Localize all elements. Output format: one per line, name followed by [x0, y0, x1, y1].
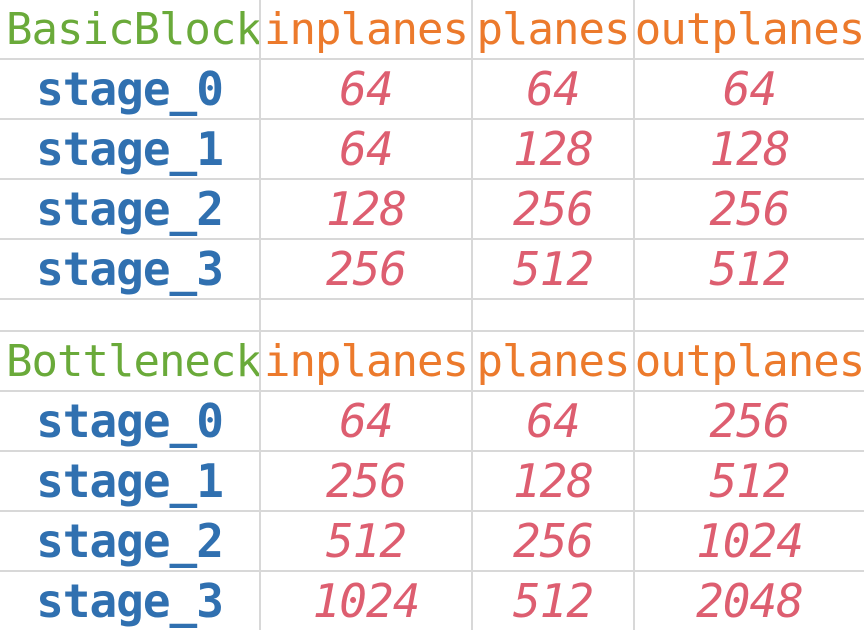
value-cell[interactable]: 128 — [473, 120, 635, 180]
stage-label[interactable]: stage_3 — [0, 572, 261, 630]
stage-label[interactable]: stage_3 — [0, 240, 261, 300]
stage-label[interactable]: stage_2 — [0, 180, 261, 240]
value-cell[interactable]: 512 — [473, 572, 635, 630]
value-cell[interactable]: 256 — [473, 512, 635, 572]
value-cell[interactable]: 512 — [473, 240, 635, 300]
value-cell[interactable]: 128 — [261, 180, 473, 240]
value-cell[interactable]: 64 — [473, 392, 635, 452]
column-header-outplanes[interactable]: outplanes — [635, 332, 864, 392]
column-header-inplanes[interactable]: inplanes — [261, 332, 473, 392]
value-cell[interactable]: 256 — [635, 180, 864, 240]
stage-label[interactable]: stage_0 — [0, 60, 261, 120]
column-header-outplanes[interactable]: outplanes — [635, 0, 864, 60]
block-type-header[interactable]: BasicBlock — [0, 0, 261, 60]
stage-label[interactable]: stage_1 — [0, 120, 261, 180]
column-header-planes[interactable]: planes — [473, 332, 635, 392]
value-cell[interactable]: 256 — [473, 180, 635, 240]
empty-cell[interactable] — [0, 300, 261, 332]
empty-cell[interactable] — [635, 300, 864, 332]
value-cell[interactable]: 64 — [261, 392, 473, 452]
value-cell[interactable]: 512 — [635, 452, 864, 512]
value-cell[interactable]: 256 — [261, 452, 473, 512]
value-cell[interactable]: 256 — [635, 392, 864, 452]
value-cell[interactable]: 64 — [473, 60, 635, 120]
value-cell[interactable]: 1024 — [635, 512, 864, 572]
value-cell[interactable]: 64 — [635, 60, 864, 120]
stage-label[interactable]: stage_2 — [0, 512, 261, 572]
value-cell[interactable]: 64 — [261, 60, 473, 120]
empty-cell[interactable] — [261, 300, 473, 332]
column-header-inplanes[interactable]: inplanes — [261, 0, 473, 60]
column-header-planes[interactable]: planes — [473, 0, 635, 60]
value-cell[interactable]: 2048 — [696, 574, 804, 628]
value-cell[interactable]: 128 — [473, 452, 635, 512]
value-cell[interactable]: 256 — [261, 240, 473, 300]
value-cell[interactable]: 64 — [261, 120, 473, 180]
stage-label[interactable]: stage_0 — [0, 392, 261, 452]
value-cell[interactable]: 512 — [261, 512, 473, 572]
block-type-header[interactable]: Bottleneck — [0, 332, 261, 392]
value-cell[interactable]: 512 — [635, 240, 864, 300]
stage-label[interactable]: stage_1 — [0, 452, 261, 512]
empty-cell[interactable] — [473, 300, 635, 332]
value-cell[interactable]: 1024 — [261, 572, 473, 630]
value-cell[interactable]: 128 — [635, 120, 864, 180]
